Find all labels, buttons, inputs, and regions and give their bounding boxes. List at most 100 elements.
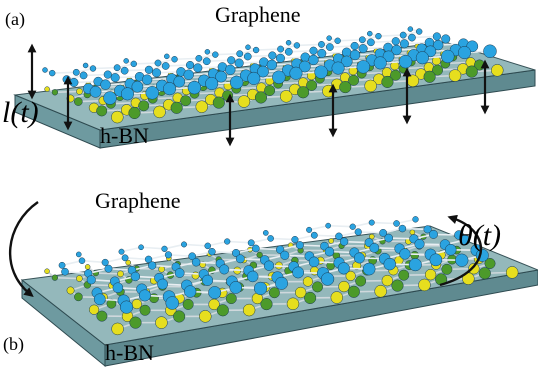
- atom: [129, 107, 141, 119]
- atom: [277, 46, 283, 52]
- atom: [445, 244, 456, 255]
- atom: [94, 294, 105, 305]
- atom: [226, 293, 236, 303]
- atom: [225, 65, 235, 75]
- atom: [263, 230, 268, 235]
- atom: [367, 31, 372, 36]
- atom: [238, 96, 250, 108]
- atom: [181, 242, 186, 247]
- atom: [416, 51, 429, 64]
- atom: [131, 272, 140, 281]
- atom: [369, 220, 375, 226]
- atom: [292, 236, 299, 243]
- atom: [188, 81, 201, 94]
- atom: [104, 92, 117, 105]
- atom: [367, 39, 374, 46]
- atom: [326, 43, 333, 50]
- atom: [70, 78, 79, 87]
- atom: [213, 97, 225, 109]
- atom: [155, 317, 167, 329]
- atom: [359, 37, 365, 43]
- atom: [297, 86, 309, 98]
- bond: [122, 247, 142, 251]
- atom: [429, 230, 437, 238]
- atom: [131, 61, 137, 67]
- bond: [227, 241, 251, 242]
- atom: [261, 298, 273, 310]
- atom: [430, 254, 442, 266]
- atom: [208, 286, 220, 298]
- atom: [304, 292, 316, 304]
- atom: [296, 241, 304, 249]
- atom: [243, 304, 255, 316]
- atom: [245, 45, 250, 50]
- bond: [378, 35, 403, 36]
- atom: [255, 92, 267, 104]
- atom: [183, 299, 193, 309]
- atom: [111, 73, 120, 82]
- atom: [192, 258, 200, 266]
- atom: [425, 269, 436, 280]
- motion-label: l(t): [2, 96, 39, 129]
- atom: [363, 263, 375, 275]
- atom: [140, 305, 150, 315]
- atom: [392, 280, 404, 292]
- atom: [202, 275, 213, 286]
- atom: [280, 251, 289, 260]
- atom: [73, 69, 79, 75]
- atom: [375, 33, 381, 39]
- atom: [355, 276, 365, 286]
- atom: [166, 297, 179, 310]
- bond: [184, 244, 208, 245]
- atom: [152, 68, 161, 77]
- atom: [87, 276, 96, 285]
- atom: [400, 32, 406, 38]
- atom: [350, 224, 356, 230]
- atom: [90, 66, 96, 72]
- atom: [114, 65, 120, 71]
- atom: [326, 223, 331, 228]
- atom: [327, 36, 332, 41]
- atom: [315, 66, 328, 79]
- atom: [124, 58, 129, 63]
- atom: [325, 247, 334, 256]
- atom: [155, 60, 161, 66]
- atom: [339, 281, 350, 292]
- atom: [74, 98, 82, 106]
- atom: [306, 227, 312, 233]
- atom: [375, 285, 387, 297]
- atom: [121, 67, 128, 74]
- atom: [399, 270, 409, 280]
- atom: [61, 268, 68, 275]
- atom: [479, 267, 491, 279]
- atom: [370, 243, 379, 252]
- atom: [506, 266, 518, 278]
- atom: [74, 293, 82, 301]
- atom: [97, 311, 107, 321]
- atom: [382, 76, 394, 88]
- atom: [272, 71, 285, 84]
- atom: [441, 50, 454, 63]
- bond: [134, 63, 158, 64]
- atom: [309, 55, 319, 65]
- atom: [96, 106, 106, 116]
- atom: [275, 277, 287, 289]
- atom: [105, 265, 112, 272]
- atom: [410, 230, 415, 235]
- atom: [483, 45, 496, 58]
- atom: [45, 87, 50, 92]
- atom: [408, 34, 415, 41]
- atom: [90, 86, 101, 97]
- atom: [76, 88, 82, 94]
- atom: [400, 39, 409, 48]
- atom: [442, 264, 452, 274]
- atom: [154, 106, 166, 118]
- atom: [264, 261, 274, 271]
- atom: [45, 269, 50, 274]
- atom: [165, 252, 172, 259]
- atom: [359, 44, 368, 53]
- bond: [271, 238, 295, 239]
- atom: [101, 80, 111, 90]
- atom: [400, 249, 411, 260]
- atom: [162, 62, 169, 69]
